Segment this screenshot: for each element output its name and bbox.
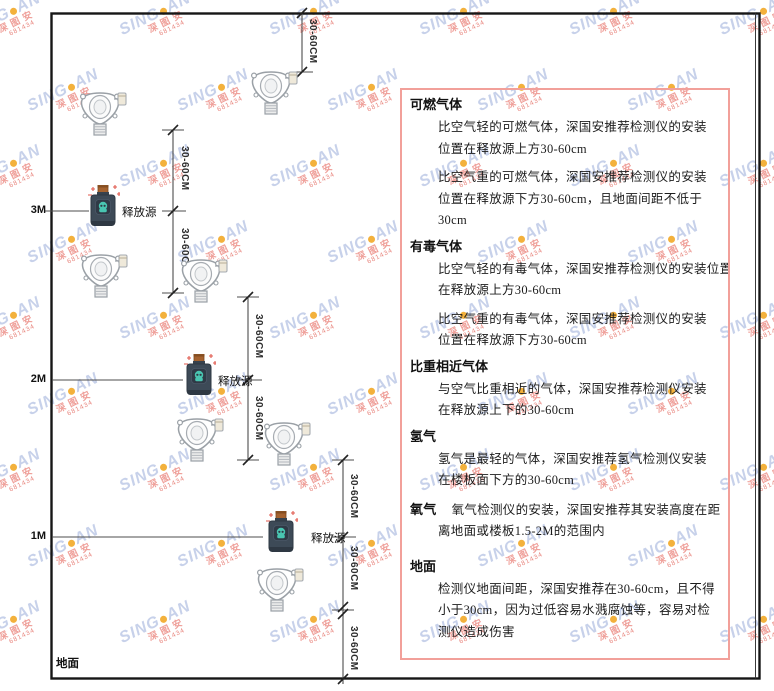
gas-detector-icon bbox=[173, 417, 225, 463]
panel-paragraph: 比空气重的有毒气体，深国安推荐检测仪的安装 位置在释放源下方30-60cm bbox=[410, 309, 716, 352]
level-label-3m: 3M bbox=[30, 204, 46, 216]
body-line: 比空气轻的可燃气体，深国安推荐检测仪的安装 bbox=[438, 120, 707, 134]
body-line: 位置在释放源上方30-60cm bbox=[438, 141, 587, 156]
section-heading: 可燃气体 bbox=[410, 97, 463, 112]
level-label-1m: 1M bbox=[30, 530, 46, 542]
gas-detector-icon bbox=[247, 70, 299, 116]
panel-section: 氢气 氢气是最轻的气体，深国安推荐氢气检测仪安装 在楼板面下方的30-60cm bbox=[410, 429, 716, 492]
section-heading: 氢气 bbox=[410, 428, 437, 444]
section-heading: 地面 bbox=[410, 558, 437, 574]
section-heading: 氧气 bbox=[410, 501, 437, 517]
panel-section: 有毒气体比空气轻的有毒气体，深国安推荐检测仪的安装位置 在释放源上方30-60cm… bbox=[410, 238, 730, 352]
gas-detector-icon bbox=[177, 258, 229, 304]
drawing-frame bbox=[50, 12, 761, 680]
panel-paragraph: 比空气重的可燃气体，深国安推荐检测仪的安装 位置在释放源下方30-60cm，且地面… bbox=[410, 167, 716, 232]
gas-detector-icon bbox=[76, 91, 128, 137]
body-line: 在楼板面下方的30-60cm bbox=[438, 473, 575, 487]
body-line: 比空气重的有毒气体，深国安推荐检测仪的安装 bbox=[438, 311, 707, 326]
dimension-label: 30-60CM bbox=[253, 314, 264, 359]
release-source-icon bbox=[264, 510, 300, 556]
dimension-label: 30-60CM bbox=[179, 146, 190, 191]
ground-label: 地面 bbox=[56, 658, 79, 670]
body-line: 位置在释放源下方30-60cm bbox=[438, 333, 587, 347]
panel-paragraph: 检测仪地面间距，深国安推荐在30-60cm，且不得 小于30cm，因为过低容易水溅… bbox=[410, 579, 716, 644]
level-label-2m: 2M bbox=[30, 373, 46, 385]
body-line: 位置在释放源下方30-60cm，且地面间距不低于 bbox=[438, 191, 703, 206]
gas-detector-icon bbox=[253, 567, 305, 613]
panel-paragraph: 与空气比重相近的气体，深国安推荐检测仪安装 在释放源上下的30-60cm bbox=[410, 379, 716, 422]
release-source-icon bbox=[86, 184, 122, 230]
section-heading: 有毒气体 bbox=[410, 238, 463, 254]
body-line: 离地面或楼板1.5-2M的范围内 bbox=[438, 524, 605, 538]
body-line: 在释放源上下的30-60cm bbox=[438, 403, 575, 417]
body-line: 与空气比重相近的气体，深国安推荐检测仪安装 bbox=[438, 381, 707, 396]
release-source-label: 释放源 bbox=[311, 533, 346, 545]
dimension-label: 30-60CM bbox=[348, 626, 359, 671]
dimension-label: 30-60CM bbox=[348, 546, 359, 591]
body-line: 氢气是最轻的气体，深国安推荐氢气检测仪安装 bbox=[438, 451, 707, 466]
body-line: 小于30cm，因为过低容易水溅腐蚀等，容易对检 bbox=[438, 603, 711, 617]
release-source-icon bbox=[182, 353, 218, 399]
body-line: 测仪造成伤害 bbox=[438, 624, 515, 639]
body-line: 比空气轻的有毒气体，深国安推荐检测仪的安装位置 bbox=[438, 261, 730, 276]
release-source-label: 释放源 bbox=[218, 376, 253, 388]
gas-detector-icon bbox=[77, 253, 129, 299]
panel-section: 比重相近气体与空气比重相近的气体，深国安推荐检测仪安装 在释放源上下的30-60c… bbox=[410, 359, 716, 422]
info-panel-body: 可燃气体比空气轻的可燃气体，深国安推荐检测仪的安装 位置在释放源上方30-60cm… bbox=[410, 97, 730, 644]
dimension-label: 30-60CM bbox=[348, 474, 359, 519]
section-heading: 比重相近气体 bbox=[410, 358, 489, 374]
panel-section: 氧气 氧气检测仪的安装，深国安推荐其安装高度在距离地面或楼板1.5-2M的范围内 bbox=[410, 499, 720, 543]
body-line: 检测仪地面间距，深国安推荐在30-60cm，且不得 bbox=[438, 581, 715, 596]
panel-paragraph: 比空气轻的可燃气体，深国安推荐检测仪的安装 位置在释放源上方30-60cm bbox=[410, 117, 716, 160]
body-line: 在释放源上方30-60cm bbox=[438, 283, 562, 297]
panel-section: 可燃气体比空气轻的可燃气体，深国安推荐检测仪的安装 位置在释放源上方30-60cm… bbox=[410, 97, 716, 232]
body-line: 氧气检测仪的安装，深国安推荐其安装高度在距 bbox=[451, 502, 721, 517]
panel-paragraph: 比空气轻的有毒气体，深国安推荐检测仪的安装位置 在释放源上方30-60cm bbox=[410, 259, 730, 302]
panel-paragraph: 氢气是最轻的气体，深国安推荐氢气检测仪安装 在楼板面下方的30-60cm bbox=[410, 449, 716, 492]
gas-detector-icon bbox=[260, 421, 312, 467]
info-panel: 可燃气体比空气轻的可燃气体，深国安推荐检测仪的安装 位置在释放源上方30-60cm… bbox=[400, 88, 730, 660]
body-line: 比空气重的可燃气体，深国安推荐检测仪的安装 bbox=[438, 170, 707, 184]
dimension-ticks bbox=[167, 7, 349, 685]
panel-paragraph: 氧气 氧气检测仪的安装，深国安推荐其安装高度在距离地面或楼板1.5-2M的范围内 bbox=[410, 499, 720, 543]
panel-section: 地面 检测仪地面间距，深国安推荐在30-60cm，且不得 小于30cm，因为过低容易… bbox=[410, 559, 716, 644]
dimension-label: 30-60CM bbox=[307, 19, 318, 64]
release-source-label: 释放源 bbox=[122, 207, 157, 219]
body-line: 30cm bbox=[438, 213, 467, 227]
